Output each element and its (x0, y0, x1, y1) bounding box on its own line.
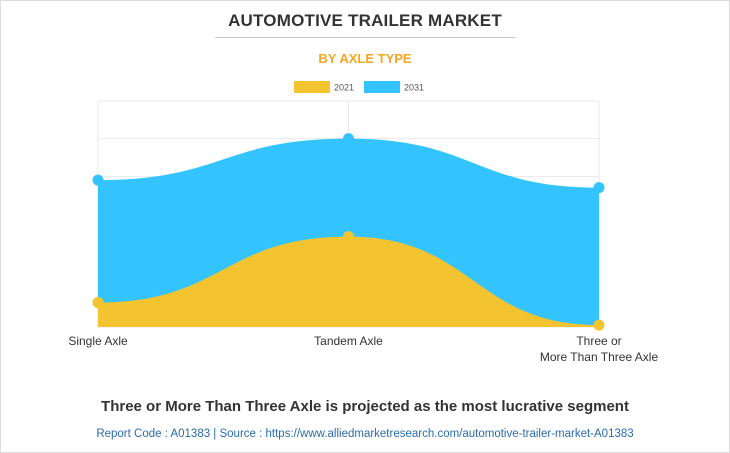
data-point-2031-2 (593, 182, 605, 194)
legend-label-2021: 2021 (334, 83, 354, 93)
data-point-2021-2 (593, 319, 605, 331)
data-point-2031-1 (343, 133, 354, 145)
data-point-2021-1 (343, 231, 354, 243)
chart-title: AUTOMOTIVE TRAILER MARKET (228, 11, 502, 30)
footer-note: Three or More Than Three Axle is project… (101, 398, 629, 415)
data-point-2021-0 (92, 297, 104, 309)
x-tick-label: Single Axle (68, 334, 128, 348)
title-underline (215, 37, 515, 38)
footer-source: Report Code : A01383 | Source : https://… (96, 428, 634, 440)
area-series-2021 (98, 236, 599, 327)
x-tick-label: Tandem Axle (314, 334, 383, 348)
legend-swatch-2021 (294, 81, 330, 93)
legend-swatch-2031 (364, 81, 400, 93)
data-point-2031-0 (92, 174, 104, 186)
chart-subtitle: BY AXLE TYPE (318, 51, 412, 66)
x-tick-label: Three or More Than Three Axle (540, 334, 659, 364)
legend-label-2031: 2031 (404, 83, 424, 93)
